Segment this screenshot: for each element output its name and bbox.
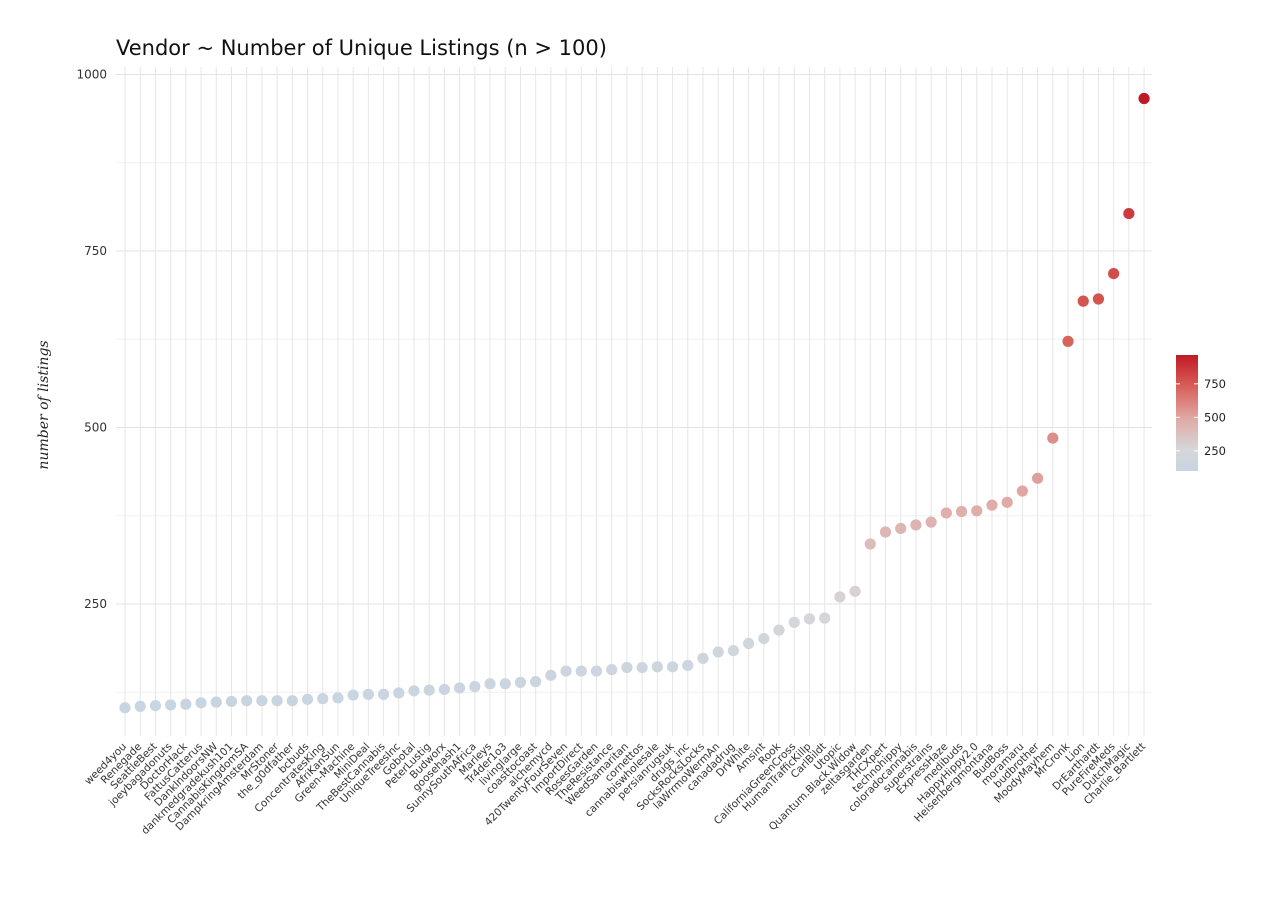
data-point (560, 665, 572, 677)
legend-tick-label: 500 (1204, 410, 1226, 424)
data-point (119, 702, 131, 714)
data-point (971, 505, 983, 517)
data-point (712, 646, 724, 658)
data-point (758, 632, 770, 645)
data-points (119, 92, 1150, 714)
data-point (1062, 335, 1074, 347)
data-point (743, 637, 755, 650)
data-point (590, 665, 603, 677)
data-point (454, 682, 466, 694)
data-point (1123, 207, 1135, 220)
y-tick-label: 1000 (76, 68, 107, 82)
data-point (606, 664, 618, 676)
data-point (332, 692, 344, 704)
data-point (803, 613, 816, 625)
data-point (484, 678, 496, 690)
x-axis-ticks: weed4youRenegadeSeattleBestjoeybagadonut… (82, 740, 1148, 837)
data-point (895, 522, 907, 535)
data-point (1077, 295, 1089, 307)
data-point (727, 644, 740, 657)
data-point (879, 526, 892, 538)
data-point (666, 661, 679, 673)
chart-title: Vendor ~ Number of Unique Listings (n > … (116, 36, 607, 60)
legend-colorbar (1176, 355, 1198, 471)
data-point (469, 681, 481, 693)
data-point (408, 685, 420, 697)
data-point (864, 538, 876, 550)
data-point (849, 585, 861, 597)
data-point (1016, 485, 1028, 497)
color-legend: 250 500 750 (1176, 355, 1226, 471)
data-point (134, 700, 146, 712)
data-point (1108, 267, 1120, 280)
data-point (910, 519, 922, 531)
data-point (1138, 92, 1150, 105)
data-point (210, 696, 222, 708)
data-point (286, 695, 298, 707)
y-tick-label: 750 (84, 244, 107, 258)
data-point (317, 693, 329, 705)
data-point (940, 507, 952, 519)
data-point (241, 695, 253, 707)
data-point (423, 684, 435, 696)
data-point (180, 698, 192, 710)
data-point (682, 659, 694, 672)
legend-tick-label: 250 (1204, 444, 1226, 458)
data-point (499, 678, 511, 690)
data-point (393, 687, 405, 699)
data-point (225, 695, 238, 708)
data-point (621, 661, 633, 674)
data-point (545, 669, 557, 681)
data-point (1001, 496, 1013, 508)
legend-ticks: 250 500 750 (1176, 377, 1226, 458)
data-point (986, 499, 998, 511)
legend-tick-label: 750 (1204, 377, 1226, 391)
data-point (651, 661, 663, 673)
y-tick-label: 250 (84, 597, 107, 611)
data-point (697, 652, 709, 664)
y-axis-ticks: 250 500 750 1000 (76, 68, 107, 612)
data-point (773, 624, 785, 636)
data-point (819, 612, 831, 624)
data-point (1032, 472, 1044, 484)
data-point (1047, 432, 1059, 444)
grid (116, 67, 1152, 736)
data-point (575, 665, 587, 677)
data-point (788, 616, 800, 628)
data-point (834, 591, 846, 603)
data-point (1092, 293, 1105, 305)
data-point (514, 676, 527, 688)
data-point (925, 516, 937, 528)
data-point (377, 688, 390, 700)
y-tick-label: 500 (84, 421, 107, 435)
data-point (256, 695, 268, 707)
data-point (165, 699, 177, 711)
data-point (438, 683, 451, 696)
data-point (301, 693, 314, 705)
data-point (362, 688, 374, 700)
data-point (271, 695, 283, 707)
data-point (347, 689, 359, 701)
data-point (636, 661, 648, 674)
data-point (149, 700, 162, 712)
data-point (955, 505, 968, 518)
data-point (530, 676, 542, 688)
y-axis-title: number of listings (36, 340, 52, 469)
data-point (195, 697, 207, 709)
